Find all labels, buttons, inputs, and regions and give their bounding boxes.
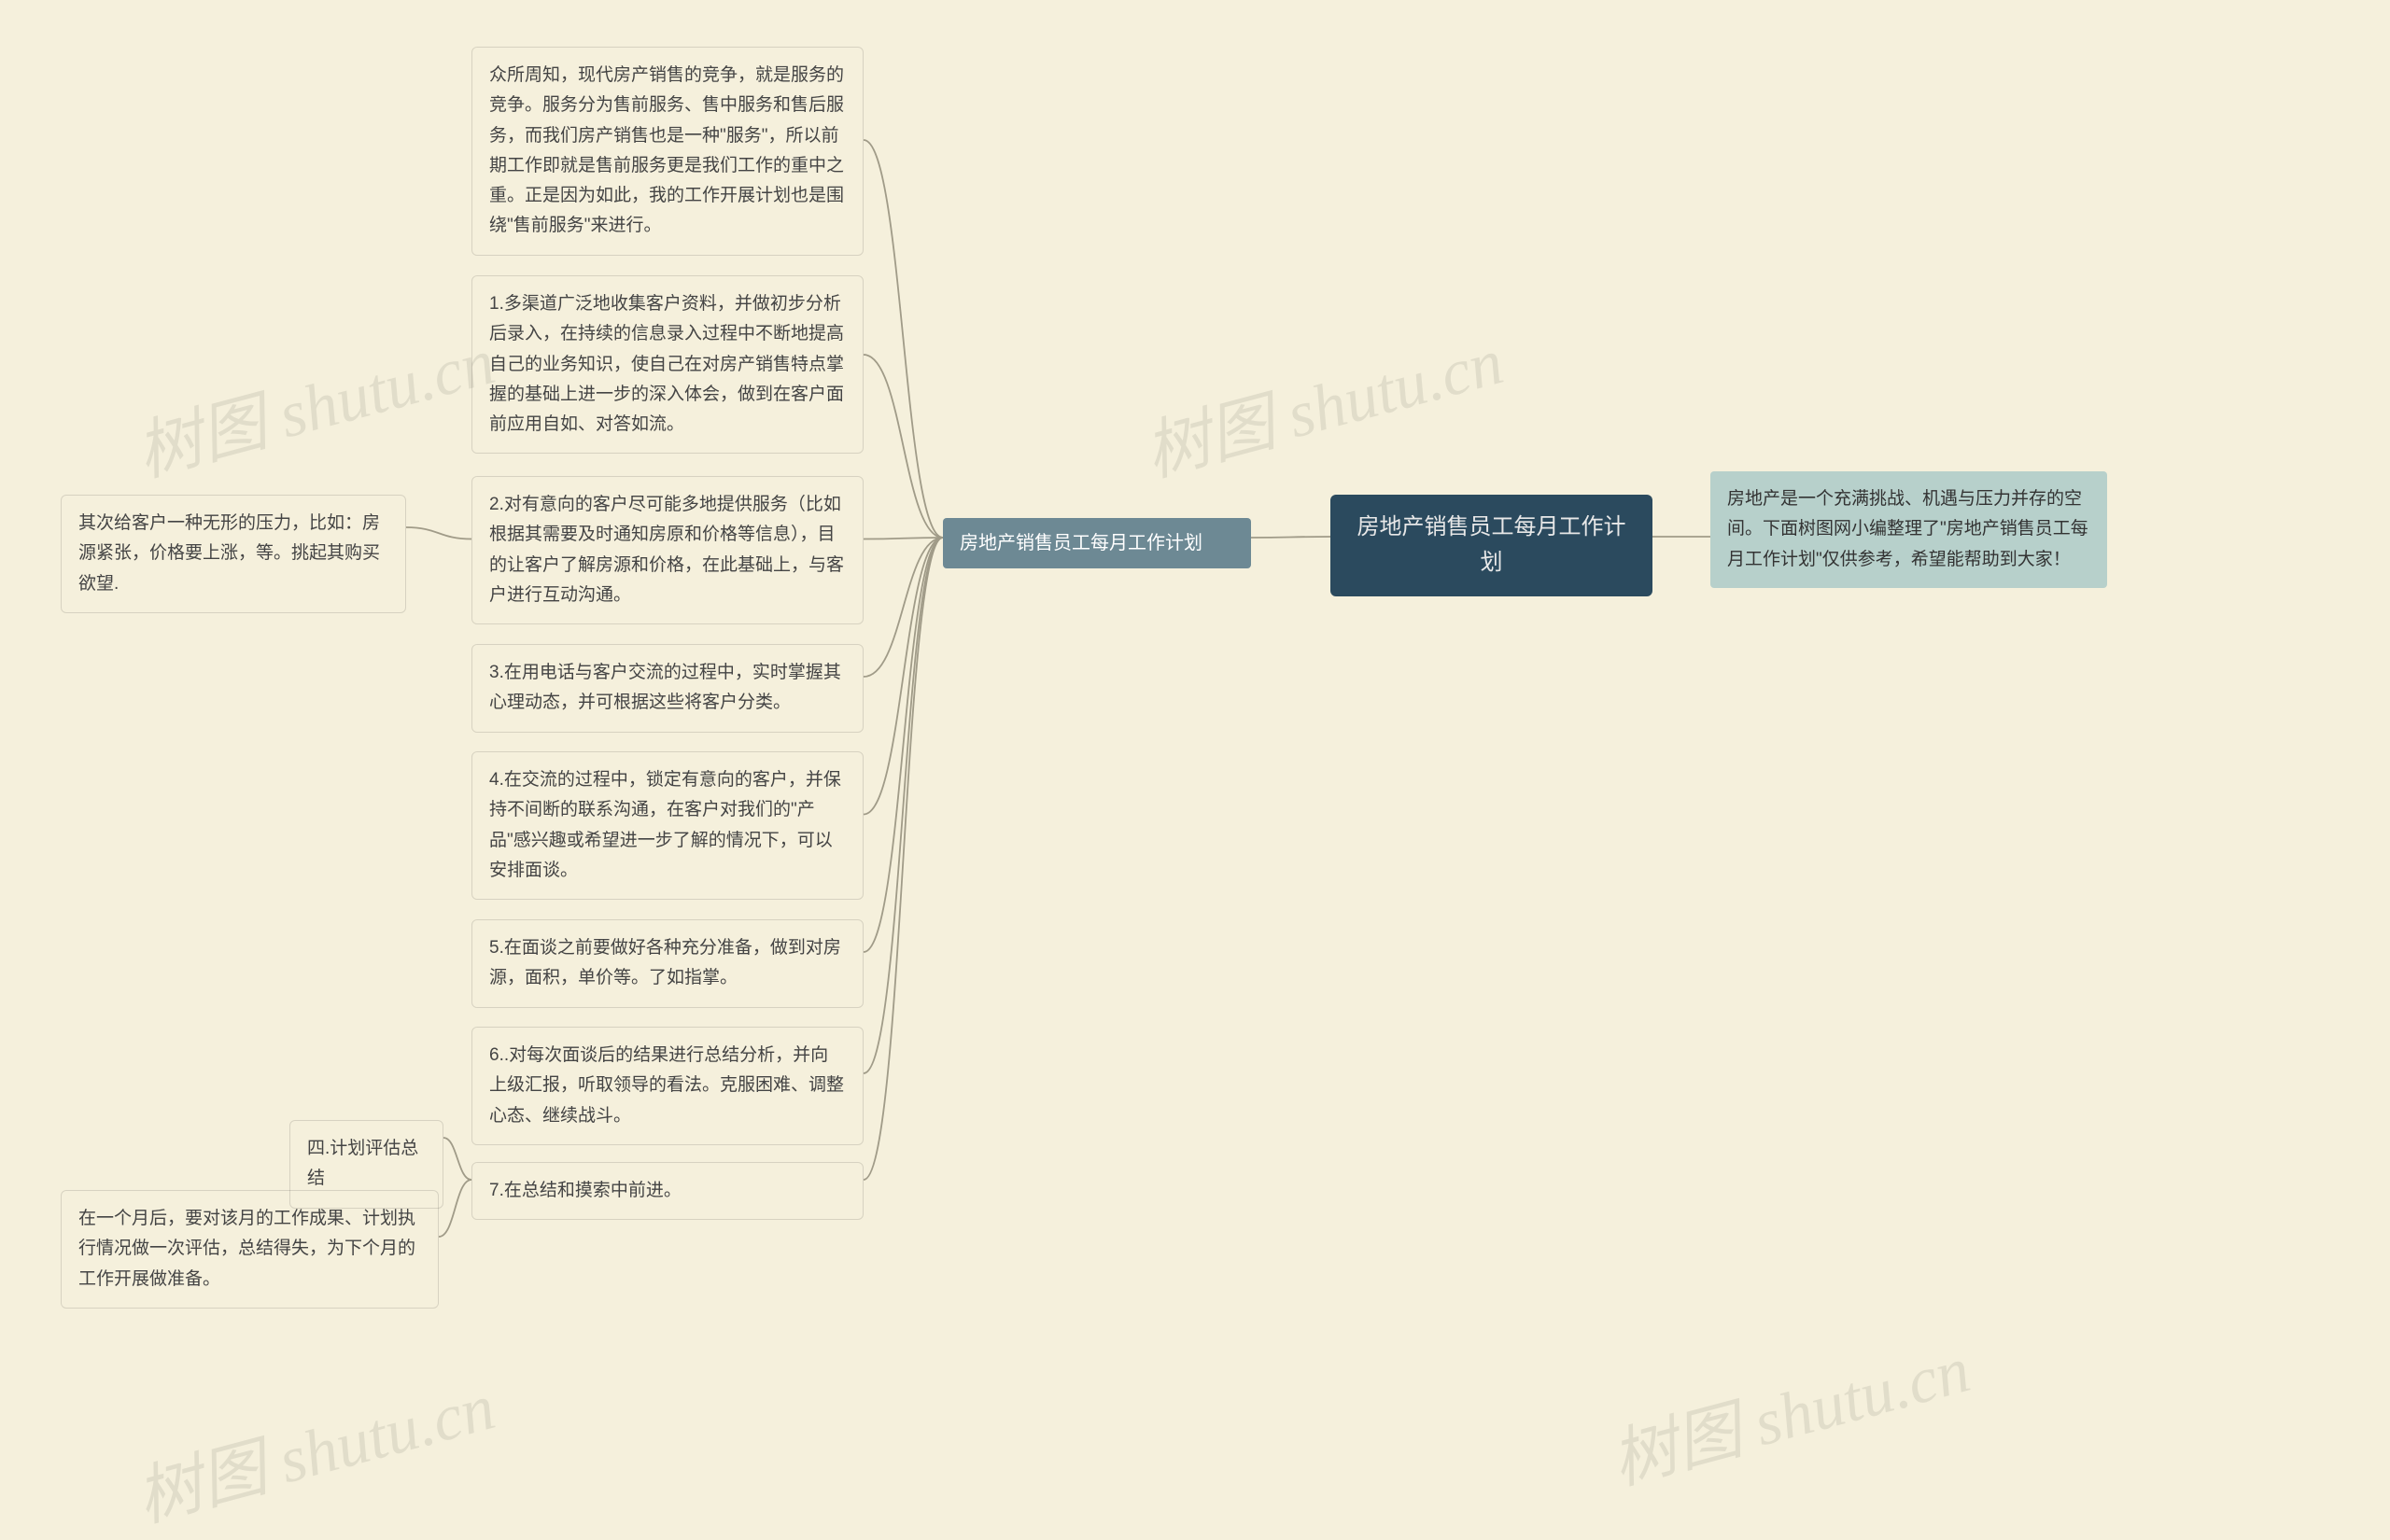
mindmap-canvas: 房地产销售员工每月工作计划 房地产是一个充满挑战、机遇与压力并存的空间。下面树图…: [0, 0, 2390, 1472]
child-6-text: 5.在面谈之前要做好各种充分准备，做到对房源，面积，单价等。了如指掌。: [489, 938, 841, 987]
watermark: 树图 shutu.cn: [125, 309, 504, 495]
watermark: 树图 shutu.cn: [125, 1354, 504, 1540]
child-8-text: 7.在总结和摸索中前进。: [489, 1181, 682, 1200]
child-node-7: 6..对每次面谈后的结果进行总结分析，并向上级汇报，听取领导的看法。克服困难、调…: [471, 1027, 864, 1145]
child-node-8b: 在一个月后，要对该月的工作成果、计划执行情况做一次评估，总结得失，为下个月的工作…: [61, 1190, 439, 1309]
child-7-text: 6..对每次面谈后的结果进行总结分析，并向上级汇报，听取领导的看法。克服困难、调…: [489, 1045, 844, 1126]
watermark: 树图 shutu.cn: [1600, 1317, 1979, 1503]
root-node: 房地产销售员工每月工作计划: [1330, 495, 1652, 596]
child-node-1: 众所周知，现代房产销售的竞争，就是服务的竞争。服务分为售前服务、售中服务和售后服…: [471, 47, 864, 256]
child-node-8: 7.在总结和摸索中前进。: [471, 1162, 864, 1220]
watermark: 树图 shutu.cn: [1133, 309, 1512, 495]
h1-node: 房地产销售员工每月工作计划: [943, 518, 1251, 568]
child-node-5: 4.在交流的过程中，锁定有意向的客户，并保持不间断的联系沟通，在客户对我们的"产…: [471, 751, 864, 900]
h1-label: 房地产销售员工每月工作计划: [960, 533, 1202, 553]
child-node-4: 3.在用电话与客户交流的过程中，实时掌握其心理动态，并可根据这些将客户分类。: [471, 644, 864, 733]
child-2-text: 1.多渠道广泛地收集客户资料，并做初步分析后录入，在持续的信息录入过程中不断地提…: [489, 294, 844, 434]
child-3-text: 2.对有意向的客户尽可能多地提供服务（比如根据其需要及时通知房原和价格等信息），…: [489, 495, 844, 605]
child-1-text: 众所周知，现代房产销售的竞争，就是服务的竞争。服务分为售前服务、售中服务和售后服…: [489, 65, 844, 235]
child-node-3: 2.对有意向的客户尽可能多地提供服务（比如根据其需要及时通知房原和价格等信息），…: [471, 476, 864, 624]
child-node-2: 1.多渠道广泛地收集客户资料，并做初步分析后录入，在持续的信息录入过程中不断地提…: [471, 275, 864, 454]
child-8b-text: 在一个月后，要对该月的工作成果、计划执行情况做一次评估，总结得失，为下个月的工作…: [78, 1209, 415, 1289]
child-8a-text: 四.计划评估总结: [307, 1139, 418, 1188]
root-label: 房地产销售员工每月工作计划: [1357, 514, 1626, 575]
child-node-3a: 其次给客户一种无形的压力，比如：房源紧张，价格要上涨，等。挑起其购买欲望.: [61, 495, 406, 613]
child-node-6: 5.在面谈之前要做好各种充分准备，做到对房源，面积，单价等。了如指掌。: [471, 919, 864, 1008]
child-3a-text: 其次给客户一种无形的压力，比如：房源紧张，价格要上涨，等。挑起其购买欲望.: [78, 513, 380, 594]
child-5-text: 4.在交流的过程中，锁定有意向的客户，并保持不间断的联系沟通，在客户对我们的"产…: [489, 770, 841, 880]
intro-node: 房地产是一个充满挑战、机遇与压力并存的空间。下面树图网小编整理了"房地产销售员工…: [1710, 471, 2107, 588]
child-4-text: 3.在用电话与客户交流的过程中，实时掌握其心理动态，并可根据这些将客户分类。: [489, 663, 841, 712]
intro-text: 房地产是一个充满挑战、机遇与压力并存的空间。下面树图网小编整理了"房地产销售员工…: [1727, 489, 2088, 569]
